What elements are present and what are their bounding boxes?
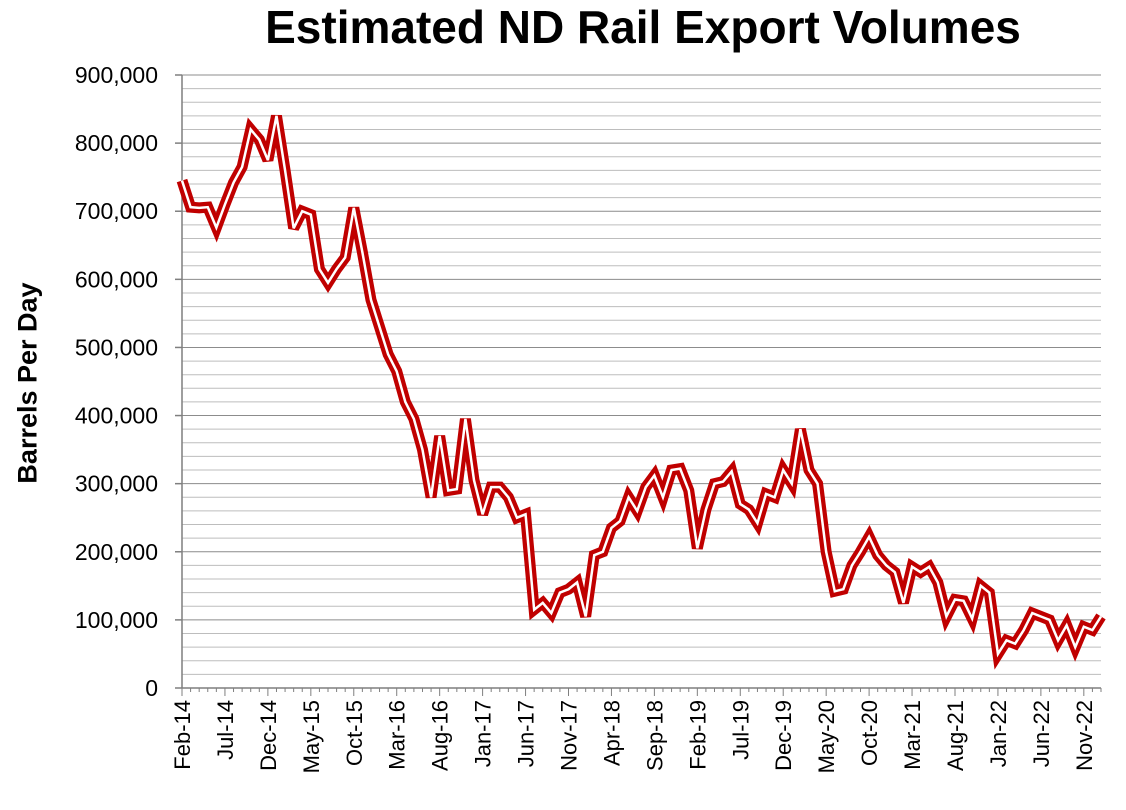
x-tick-label: Jul-14 bbox=[213, 700, 238, 760]
y-tick-label: 100,000 bbox=[75, 607, 158, 633]
series-group bbox=[176, 114, 1106, 670]
y-tick-label: 0 bbox=[145, 675, 158, 701]
x-tick-label: Jul-19 bbox=[728, 700, 753, 760]
x-tick-label: Apr-18 bbox=[599, 700, 624, 766]
chart-title: Estimated ND Rail Export Volumes bbox=[265, 1, 1021, 53]
x-tick-label: Dec-14 bbox=[256, 700, 281, 771]
y-tick-label: 600,000 bbox=[75, 266, 158, 292]
x-tick-label: Mar-21 bbox=[900, 700, 925, 770]
y-tick-label: 700,000 bbox=[75, 198, 158, 224]
x-tick-label: Aug-21 bbox=[943, 700, 968, 771]
x-tick-label: Oct-15 bbox=[342, 700, 367, 766]
gridlines bbox=[182, 74, 1101, 675]
x-tick-label: Nov-22 bbox=[1072, 700, 1097, 771]
y-tick-label: 800,000 bbox=[75, 130, 158, 156]
y-tick-label: 500,000 bbox=[75, 334, 158, 360]
x-tick-label: Jun-22 bbox=[1029, 700, 1054, 767]
x-tick-label: Dec-19 bbox=[771, 700, 796, 771]
x-tick-label: Feb-14 bbox=[170, 700, 195, 770]
y-tick-label: 300,000 bbox=[75, 471, 158, 497]
x-tick-label: Jun-17 bbox=[514, 700, 539, 767]
x-tick-label: Nov-17 bbox=[556, 700, 581, 771]
series-line-outer bbox=[176, 114, 1106, 670]
x-tick-label: Jan-17 bbox=[471, 700, 496, 767]
x-tick-label: Aug-16 bbox=[428, 700, 453, 771]
x-tick-label: May-15 bbox=[299, 700, 324, 773]
axes bbox=[175, 74, 1102, 696]
x-tick-labels: Feb-14 Jul-14 Dec-14 May-15 Oct-15 Mar-16 Aug-… bbox=[170, 700, 1097, 773]
y-tick-label: 400,000 bbox=[75, 403, 158, 429]
y-tick-label: 200,000 bbox=[75, 539, 158, 565]
x-tick-label: Oct-20 bbox=[857, 700, 882, 766]
x-tick-label: May-20 bbox=[814, 700, 839, 773]
x-tick-label: Feb-19 bbox=[685, 700, 710, 770]
y-tick-label: 900,000 bbox=[75, 62, 158, 88]
x-tick-label: Jan-22 bbox=[986, 700, 1011, 767]
x-tick-label: Mar-16 bbox=[385, 700, 410, 770]
y-tick-labels: 0 100,000 200,000 300,000 400,000 500,000 600,… bbox=[75, 62, 158, 701]
series-line-inner bbox=[180, 115, 1103, 658]
x-tick-label: Sep-18 bbox=[642, 700, 667, 771]
